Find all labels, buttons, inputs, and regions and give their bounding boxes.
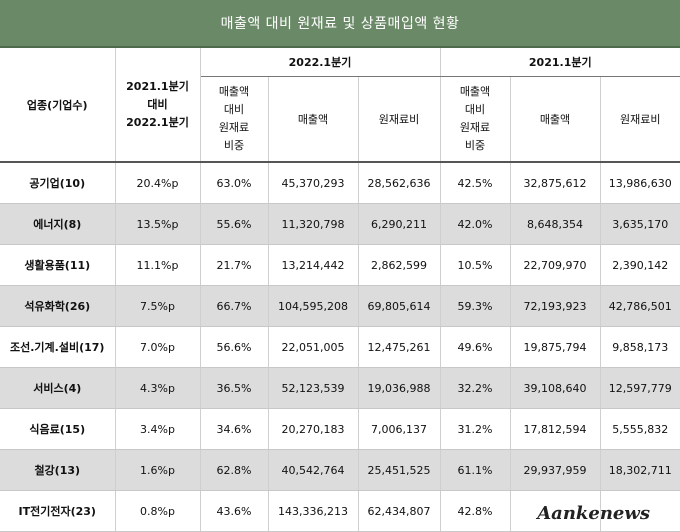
table-row: 식음료(15) 3.4%p 34.6% 20,270,183 7,006,137 31.2…: [0, 408, 680, 450]
cell-industry: 생활용품(11): [0, 244, 116, 286]
material-2021-header: 원재료비: [600, 76, 680, 163]
data-table: 업종(기업수) 2021.1분기 대비 2022.1분기 2022.1분기 20…: [0, 48, 680, 532]
cell-sales-2022: 40,542,764: [268, 449, 359, 491]
cell-material-2021: 2,390,142: [600, 244, 680, 286]
cell-sales-2021: 72,193,923: [510, 285, 601, 327]
cell-industry: 서비스(4): [0, 367, 116, 409]
cell-ratio-2022: 43.6%: [200, 490, 269, 532]
cell-material-2021: 13,986,630: [600, 162, 680, 204]
cell-change: 4.3%p: [115, 367, 201, 409]
cell-material-2021: 5,555,832: [600, 408, 680, 450]
cell-change: 11.1%p: [115, 244, 201, 286]
cell-industry: 석유화학(26): [0, 285, 116, 327]
cell-sales-2021: 22,709,970: [510, 244, 601, 286]
cell-ratio-2022: 36.5%: [200, 367, 269, 409]
cell-material-2022: 2,862,599: [358, 244, 441, 286]
material-2022-header: 원재료비: [358, 76, 441, 163]
cell-sales-2022: 20,270,183: [268, 408, 359, 450]
table-row: 생활용품(11) 11.1%p 21.7% 13,214,442 2,862,599 10…: [0, 244, 680, 286]
table-row: 에너지(8) 13.5%p 55.6% 11,320,798 6,290,211 42.0…: [0, 203, 680, 245]
cell-industry: IT전기전자(23): [0, 490, 116, 532]
cell-material-2021: 42,786,501: [600, 285, 680, 327]
cell-change: 7.0%p: [115, 326, 201, 368]
cell-material-2022: 19,036,988: [358, 367, 441, 409]
industry-header: 업종(기업수): [0, 48, 116, 163]
table-row: 조선.기계.설비(17) 7.0%p 56.6% 22,051,005 12,475,2…: [0, 326, 680, 368]
cell-sales-2021: 8,648,354: [510, 203, 601, 245]
table-row: 석유화학(26) 7.5%p 66.7% 104,595,208 69,805,614 5…: [0, 285, 680, 327]
cell-ratio-2022: 34.6%: [200, 408, 269, 450]
cell-material-2022: 12,475,261: [358, 326, 441, 368]
change-header: 2021.1분기 대비 2022.1분기: [115, 48, 201, 163]
cell-material-2022: 6,290,211: [358, 203, 441, 245]
cell-material-2022: 25,451,525: [358, 449, 441, 491]
cell-ratio-2022: 66.7%: [200, 285, 269, 327]
cell-sales-2022: 13,214,442: [268, 244, 359, 286]
table-row: 공기업(10) 20.4%p 63.0% 45,370,293 28,562,636 42…: [0, 162, 680, 204]
cell-sales-2021: 39,108,640: [510, 367, 601, 409]
cell-change: 7.5%p: [115, 285, 201, 327]
cell-material-2021: [600, 490, 680, 532]
cell-industry: 공기업(10): [0, 162, 116, 204]
cell-ratio-2021: 42.0%: [440, 203, 511, 245]
cell-sales-2021: 17,812,594: [510, 408, 601, 450]
cell-ratio-2022: 56.6%: [200, 326, 269, 368]
watermark-logo: Aankenews: [537, 503, 650, 524]
cell-industry: 식음료(15): [0, 408, 116, 450]
cell-ratio-2021: 42.8%: [440, 490, 511, 532]
cell-sales-2021: 19,875,794: [510, 326, 601, 368]
cell-sales-2021: 29,937,959: [510, 449, 601, 491]
cell-material-2021: 12,597,779: [600, 367, 680, 409]
cell-material-2021: 18,302,711: [600, 449, 680, 491]
ratio-2021-header: 매출액 대비 원재료 비중: [440, 76, 511, 163]
cell-sales-2022: 104,595,208: [268, 285, 359, 327]
table-title: 매출액 대비 원재료 및 상품매입액 현황: [0, 0, 680, 48]
cell-industry: 에너지(8): [0, 203, 116, 245]
cell-sales-2022: 52,123,539: [268, 367, 359, 409]
cell-sales-2022: 45,370,293: [268, 162, 359, 204]
sales-2021-header: 매출액: [510, 76, 601, 163]
cell-ratio-2021: 32.2%: [440, 367, 511, 409]
cell-change: 0.8%p: [115, 490, 201, 532]
cell-sales-2022: 11,320,798: [268, 203, 359, 245]
cell-change: 3.4%p: [115, 408, 201, 450]
cell-material-2021: 9,858,173: [600, 326, 680, 368]
cell-ratio-2021: 31.2%: [440, 408, 511, 450]
cell-sales-2021: 32,875,612: [510, 162, 601, 204]
cell-change: 1.6%p: [115, 449, 201, 491]
cell-material-2021: 3,635,170: [600, 203, 680, 245]
cell-material-2022: 62,434,807: [358, 490, 441, 532]
cell-ratio-2022: 63.0%: [200, 162, 269, 204]
table-row: 철강(13) 1.6%p 62.8% 40,542,764 25,451,525 61.1…: [0, 449, 680, 491]
table-row: IT전기전자(23) 0.8%p 43.6% 143,336,213 62,434,80…: [0, 490, 680, 532]
cell-ratio-2021: 59.3%: [440, 285, 511, 327]
cell-industry: 철강(13): [0, 449, 116, 491]
cell-ratio-2021: 42.5%: [440, 162, 511, 204]
cell-ratio-2021: 49.6%: [440, 326, 511, 368]
sales-2022-header: 매출액: [268, 76, 359, 163]
cell-ratio-2021: 10.5%: [440, 244, 511, 286]
table-row: 서비스(4) 4.3%p 36.5% 52,123,539 19,036,988 32.2…: [0, 367, 680, 409]
cell-material-2022: 69,805,614: [358, 285, 441, 327]
cell-change: 20.4%p: [115, 162, 201, 204]
cell-sales-2022: 143,336,213: [268, 490, 359, 532]
group-2021-header: 2021.1분기: [440, 48, 680, 77]
cell-ratio-2022: 55.6%: [200, 203, 269, 245]
cell-change: 13.5%p: [115, 203, 201, 245]
cell-ratio-2021: 61.1%: [440, 449, 511, 491]
cell-ratio-2022: 62.8%: [200, 449, 269, 491]
cell-material-2022: 7,006,137: [358, 408, 441, 450]
cell-sales-2022: 22,051,005: [268, 326, 359, 368]
ratio-2022-header: 매출액 대비 원재료 비중: [200, 76, 269, 163]
cell-industry: 조선.기계.설비(17): [0, 326, 116, 368]
cell-material-2022: 28,562,636: [358, 162, 441, 204]
cell-ratio-2022: 21.7%: [200, 244, 269, 286]
group-2022-header: 2022.1분기: [200, 48, 441, 77]
